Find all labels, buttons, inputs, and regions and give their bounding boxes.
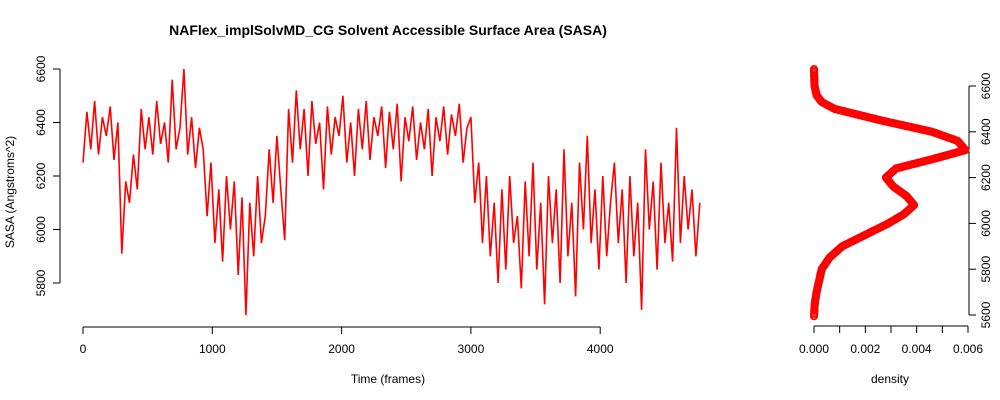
right-y-tick-label: 6000 (979, 210, 993, 237)
y-tick-label: 6400 (34, 109, 48, 136)
density-tick-label: 0.000 (799, 342, 829, 356)
right-y-tick-label: 5800 (979, 256, 993, 283)
right-y-tick-label: 6600 (979, 72, 993, 99)
x-axis-label: Time (frames) (351, 372, 425, 386)
y-tick-label: 5800 (34, 269, 48, 296)
y-tick-label: 6000 (34, 216, 48, 243)
y-tick-label: 6600 (34, 55, 48, 82)
right-y-tick-label: 6200 (979, 164, 993, 191)
density-tick-label: 0.004 (902, 342, 932, 356)
right-y-tick-label: 6400 (979, 118, 993, 145)
x-tick-label: 1000 (199, 342, 226, 356)
y-tick-label: 6200 (34, 162, 48, 189)
sasa-series-line (82, 68, 701, 316)
density-tick-label: 0.002 (850, 342, 880, 356)
x-tick-label: 2000 (328, 342, 355, 356)
x-tick-label: 0 (80, 342, 87, 356)
density-tick-label: 0.006 (953, 342, 983, 356)
chart-title: NAFlex_implSolvMD_CG Solvent Accessible … (169, 22, 607, 38)
density-point (809, 64, 819, 74)
right-y-tick-label: 5600 (979, 301, 993, 328)
x-tick-label: 4000 (587, 342, 614, 356)
y-axis-label: SASA (Angstroms^2) (3, 136, 17, 248)
x-tick-label: 3000 (458, 342, 485, 356)
density-axis-label: density (871, 372, 909, 386)
